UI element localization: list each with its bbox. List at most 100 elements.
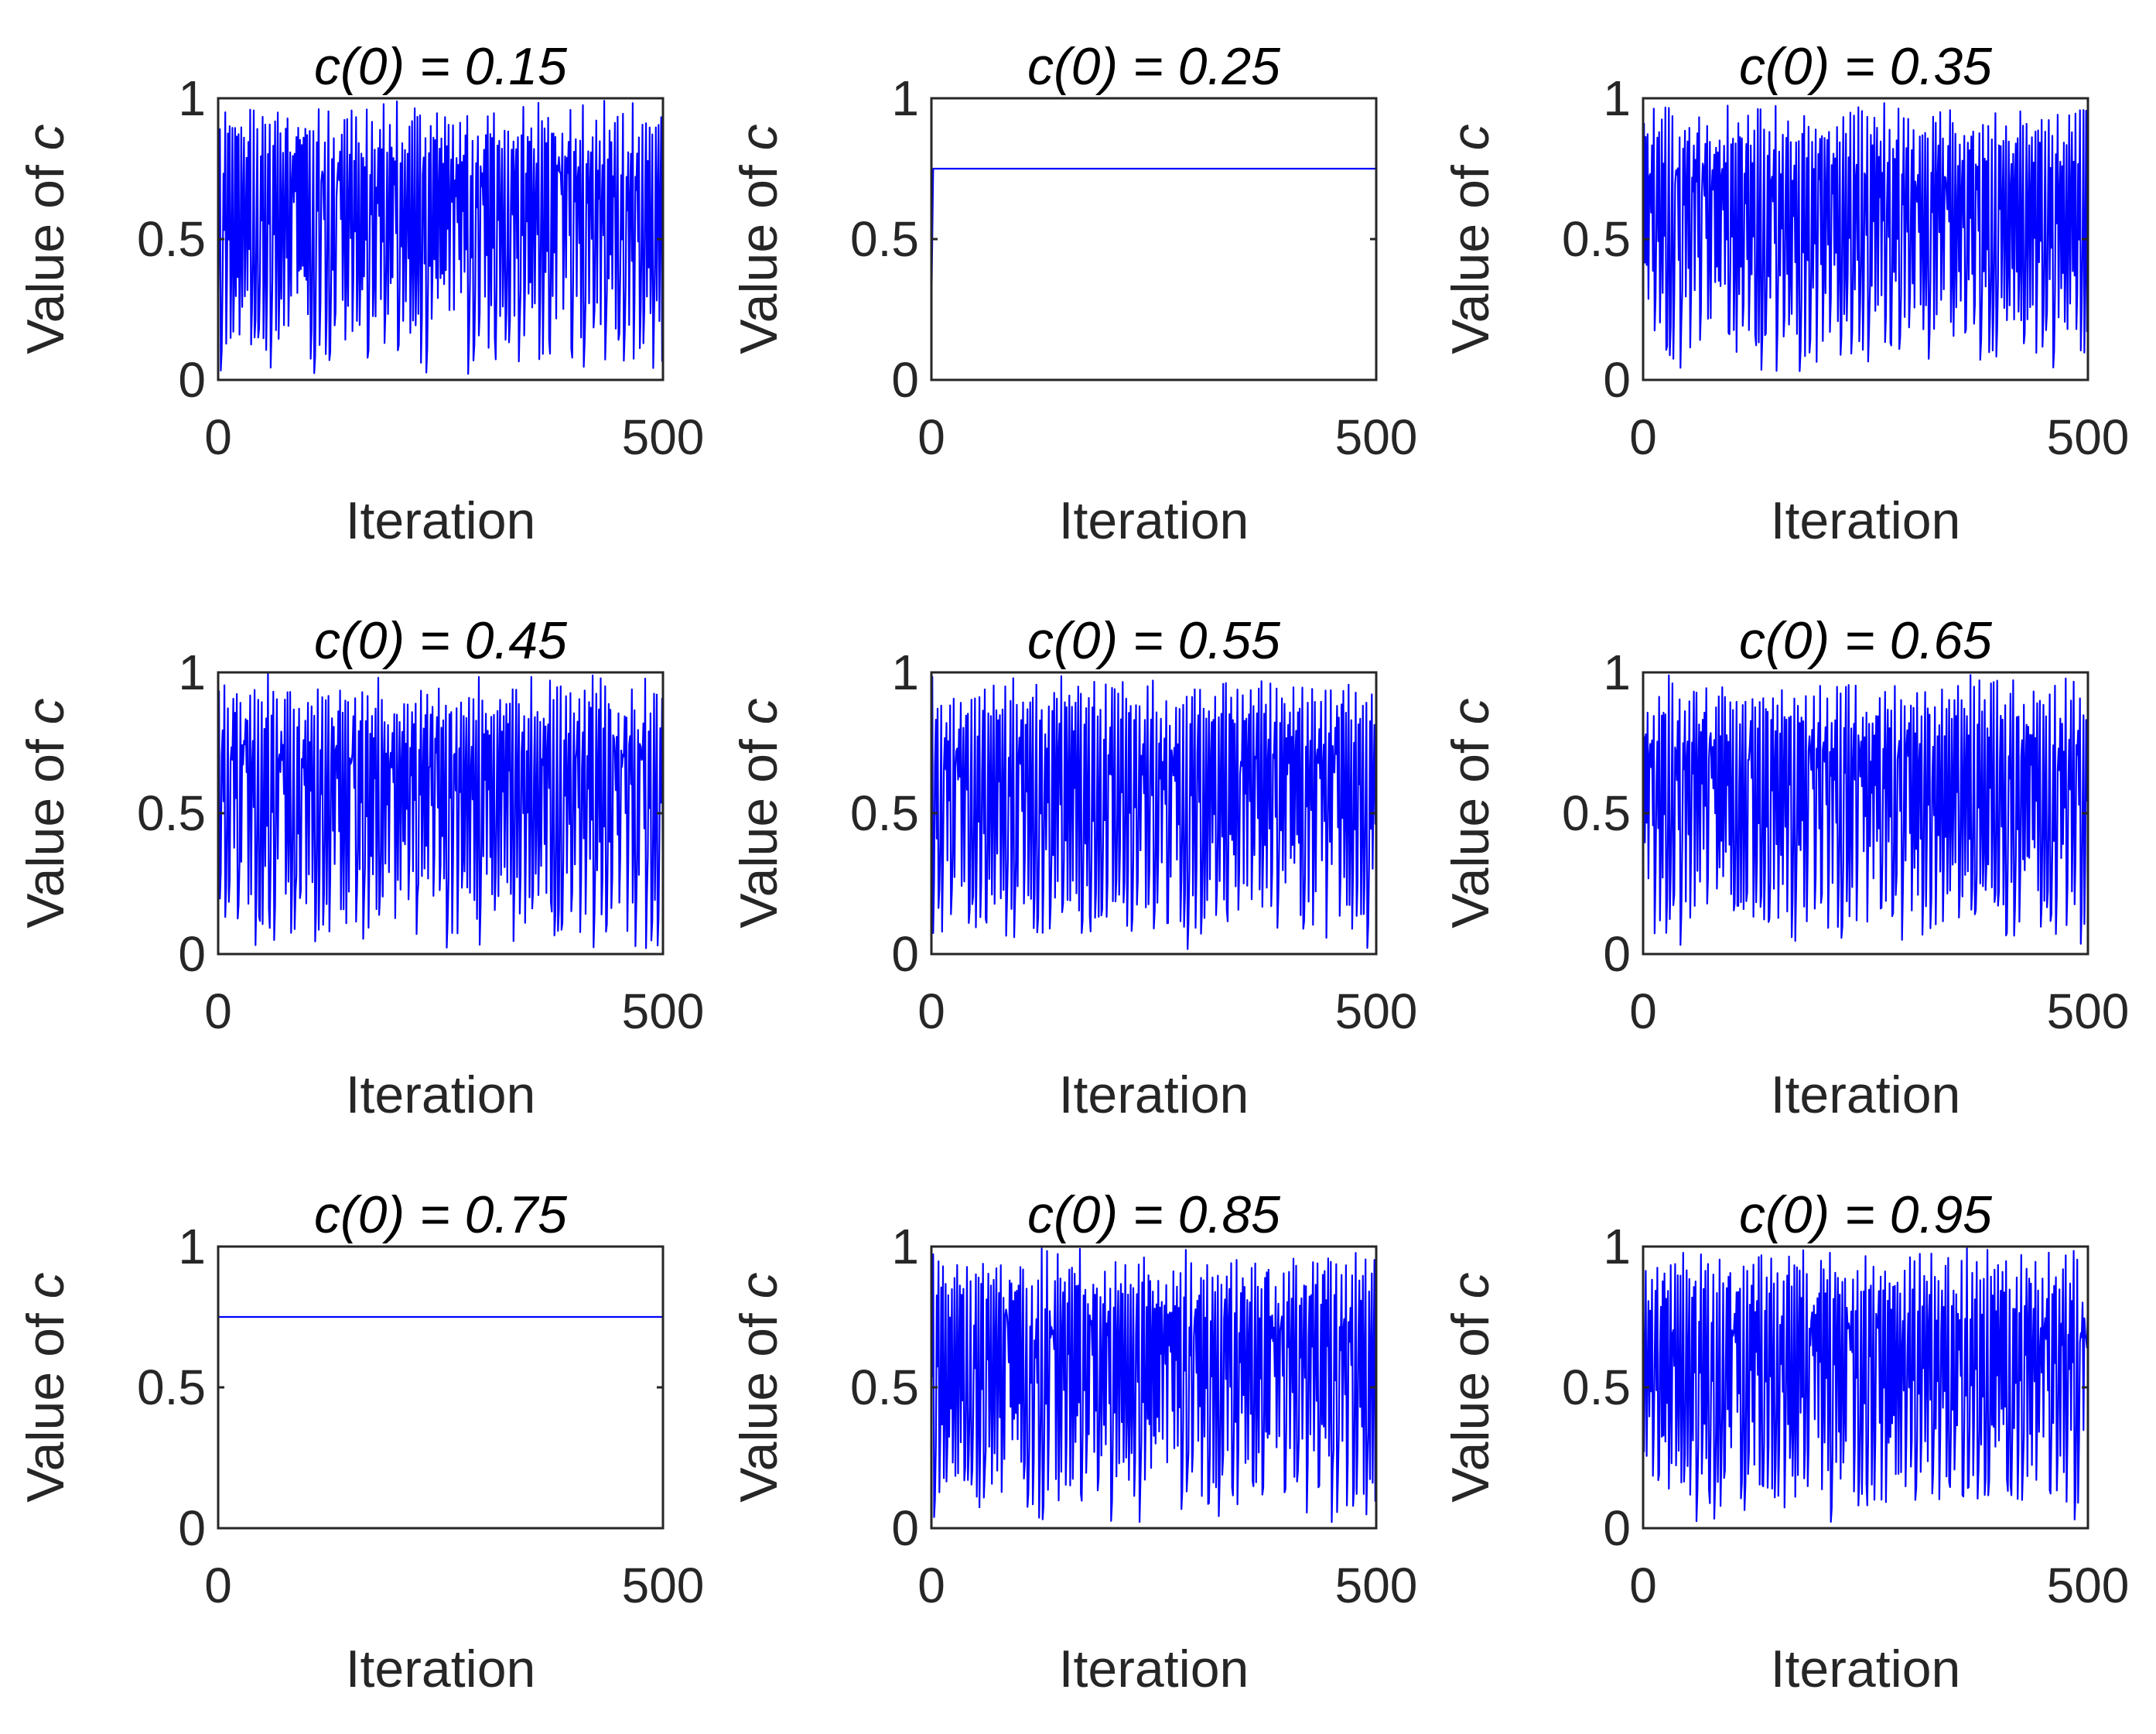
series-line (217, 100, 665, 375)
y-tick-label: 0 (178, 1500, 206, 1556)
y-tick-label: 1 (891, 70, 919, 126)
subplot-title: c(0) = 0.45 (314, 611, 567, 670)
y-axis-label-text: Value of (1441, 724, 1500, 928)
x-tick-label: 0 (1629, 983, 1657, 1039)
series-line (930, 1247, 1378, 1524)
axes-frame (217, 1245, 665, 1530)
y-tick-label: 0.5 (850, 1359, 919, 1415)
series-line (1642, 102, 2089, 372)
y-tick-label: 0.5 (1562, 1359, 1631, 1415)
y-axis-label-text: Value of (1441, 150, 1500, 354)
y-tick-label: 0 (1603, 352, 1631, 408)
y-axis-label-text: Value of (729, 150, 788, 354)
y-tick-label: 0 (178, 352, 206, 408)
y-axis-label-text: Value of (16, 724, 75, 928)
subplot-title: c(0) = 0.65 (1739, 611, 1992, 670)
subplot-2: c(0) = 0.25 0 0.5 1 0 500 Iteration Value of c (729, 37, 1417, 550)
y-tick-label: 0.5 (1562, 211, 1631, 267)
x-tick-label: 500 (622, 983, 705, 1039)
y-axis-label-variable: c (1441, 1272, 1500, 1298)
y-axis-label-variable: c (16, 124, 75, 150)
y-axis-label: Value of c (16, 698, 75, 928)
y-axis-label-text: Value of (729, 1298, 788, 1502)
subplot-7: c(0) = 0.75 0 0.5 1 0 500 Iteration Value of c (16, 1185, 704, 1698)
y-tick-label: 1 (178, 645, 206, 700)
x-tick-label: 500 (2047, 409, 2130, 465)
x-tick-label: 500 (622, 1558, 705, 1613)
x-axis-label: Iteration (346, 491, 536, 550)
y-tick-label: 1 (178, 1219, 206, 1274)
x-tick-label: 0 (204, 409, 232, 465)
x-tick-label: 500 (622, 409, 705, 465)
x-axis-label: Iteration (1059, 1640, 1249, 1698)
subplot-title: c(0) = 0.55 (1027, 611, 1280, 670)
subplot-5: c(0) = 0.55 0 0.5 1 0 500 Iteration Value of c (729, 611, 1417, 1124)
y-axis-label: Value of c (729, 698, 788, 928)
y-tick-label: 1 (891, 1219, 919, 1274)
subplot-title: c(0) = 0.85 (1027, 1185, 1280, 1244)
y-tick-label: 0 (891, 926, 919, 982)
subplot-3: c(0) = 0.35 0 0.5 1 0 500 Iteration Value of c (1441, 37, 2129, 550)
y-axis-label-text: Value of (729, 724, 788, 928)
x-tick-label: 0 (204, 1558, 232, 1613)
y-axis-label-variable: c (729, 124, 788, 150)
y-tick-label: 0 (1603, 926, 1631, 982)
y-axis-label-variable: c (1441, 698, 1500, 724)
y-axis-label: Value of c (729, 124, 788, 354)
subplot-title: c(0) = 0.75 (314, 1185, 567, 1244)
x-tick-label: 0 (204, 983, 232, 1039)
subplot-title: c(0) = 0.95 (1739, 1185, 1992, 1244)
y-axis-label-variable: c (16, 698, 75, 724)
x-tick-label: 0 (917, 409, 945, 465)
y-tick-label: 0.5 (137, 785, 206, 841)
y-axis-label: Value of c (16, 1272, 75, 1502)
axes-frame (930, 97, 1378, 381)
x-axis-label: Iteration (1059, 491, 1249, 550)
x-axis-label: Iteration (346, 1640, 536, 1698)
y-axis-label-variable: c (729, 1272, 788, 1298)
y-axis-label: Value of c (1441, 1272, 1500, 1502)
y-axis-label-variable: c (729, 698, 788, 724)
y-tick-label: 1 (891, 645, 919, 700)
subplot-9: c(0) = 0.95 0 0.5 1 0 500 Iteration Value of c (1441, 1185, 2129, 1698)
y-axis-label-text: Value of (16, 150, 75, 354)
series-line (1642, 674, 2089, 946)
y-axis-label: Value of c (1441, 698, 1500, 928)
subplot-title: c(0) = 0.25 (1027, 37, 1280, 96)
y-tick-label: 0.5 (850, 785, 919, 841)
y-axis-label: Value of c (729, 1272, 788, 1502)
x-tick-label: 0 (1629, 409, 1657, 465)
y-tick-label: 1 (1603, 645, 1631, 700)
subplot-1: c(0) = 0.15 0 0.5 1 0 500 Iteration Value of c (16, 37, 704, 550)
y-axis-label: Value of c (1441, 124, 1500, 354)
series-line (1642, 1247, 2089, 1524)
x-tick-label: 500 (2047, 983, 2130, 1039)
x-tick-label: 500 (1335, 983, 1418, 1039)
y-axis-label-text: Value of (16, 1298, 75, 1502)
series-line (930, 167, 1376, 310)
x-axis-label: Iteration (1771, 1640, 1961, 1698)
y-tick-label: 0.5 (850, 211, 919, 267)
y-tick-label: 1 (178, 70, 206, 126)
y-tick-label: 0.5 (137, 1359, 206, 1415)
y-tick-label: 0 (1603, 1500, 1631, 1556)
y-tick-label: 0.5 (137, 211, 206, 267)
y-tick-label: 0.5 (1562, 785, 1631, 841)
subplot-6: c(0) = 0.65 0 0.5 1 0 500 Iteration Value of c (1441, 611, 2129, 1124)
x-axis-label: Iteration (346, 1065, 536, 1124)
x-tick-label: 500 (1335, 409, 1418, 465)
y-axis-label-text: Value of (1441, 1298, 1500, 1502)
y-axis-label-variable: c (16, 1272, 75, 1298)
x-axis-label: Iteration (1771, 491, 1961, 550)
subplot-8: c(0) = 0.85 0 0.5 1 0 500 Iteration Value of c (729, 1185, 1417, 1698)
x-tick-label: 0 (917, 983, 945, 1039)
y-tick-label: 0 (891, 352, 919, 408)
x-tick-label: 500 (1335, 1558, 1418, 1613)
y-tick-label: 0 (178, 926, 206, 982)
y-tick-label: 1 (1603, 1219, 1631, 1274)
series-line (217, 672, 665, 949)
series-line (930, 675, 1378, 950)
x-axis-label: Iteration (1771, 1065, 1961, 1124)
x-tick-label: 0 (917, 1558, 945, 1613)
